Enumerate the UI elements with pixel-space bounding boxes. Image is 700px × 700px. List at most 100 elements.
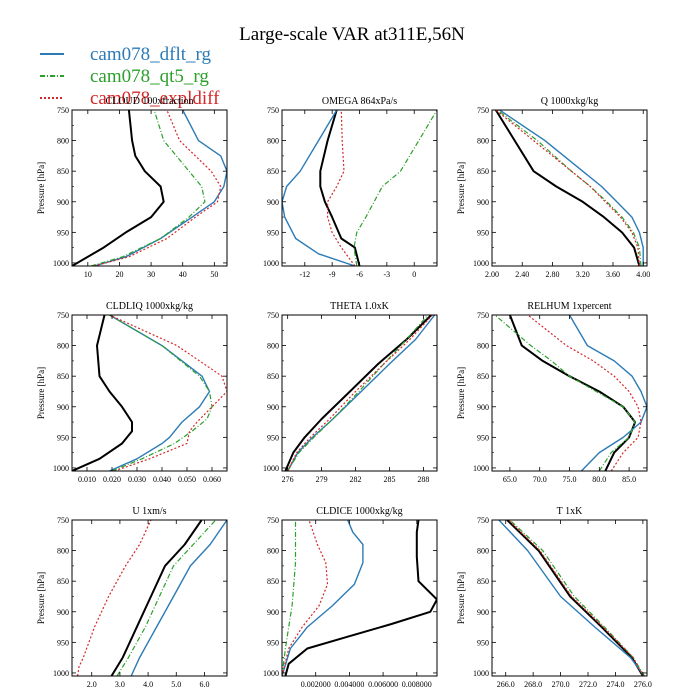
y-tick-label: 950 <box>477 228 489 237</box>
panel-7: CLDICE 1000xkg/kg 750 800 850 900 950 1000 0.00… <box>263 506 438 689</box>
x-tick-label: 3.20 <box>576 270 590 279</box>
series-group <box>494 110 644 266</box>
x-tick-label: 268.0 <box>524 680 542 689</box>
series-line-3 <box>77 520 152 676</box>
y-tick-label: 900 <box>267 403 279 412</box>
y-tick-label: 950 <box>267 228 279 237</box>
y-tick-label: 750 <box>57 516 69 525</box>
x-tick-label: 0.010 <box>78 475 96 484</box>
y-tick-label: 850 <box>57 372 69 381</box>
plot-frame <box>491 314 648 472</box>
series-line-1 <box>109 315 211 471</box>
y-tick-label: 900 <box>57 608 69 617</box>
x-tick-label: 0.030 <box>128 475 146 484</box>
panel-3: CLDLIQ 1000xkg/kg 750 800 850 900 950 1000 0.01… <box>36 301 228 484</box>
series-group <box>282 520 437 676</box>
x-tick-label: 75.0 <box>563 475 577 484</box>
y-tick-label: 950 <box>477 638 489 647</box>
y-axis-label: Pressure [hPa] <box>456 572 466 624</box>
series-line-0 <box>506 520 644 676</box>
series-line-1 <box>282 110 356 266</box>
x-tick-label: 285 <box>383 475 395 484</box>
x-tick-label: 30 <box>147 270 155 279</box>
x-tick-label: -3 <box>384 270 391 279</box>
y-tick-label: 750 <box>477 311 489 320</box>
series-line-3 <box>109 315 227 471</box>
panel-title: T 1xK <box>557 506 583 517</box>
x-tick-label: 270.0 <box>552 680 570 689</box>
series-group <box>498 520 645 676</box>
panel-title: CLDLIQ 1000xkg/kg <box>106 301 193 312</box>
y-tick-label: 950 <box>477 433 489 442</box>
series-line-3 <box>495 110 640 266</box>
legend-entry-1: cam078_qt5_rg <box>90 66 209 87</box>
y-tick-label: 1000 <box>263 259 279 268</box>
y-axis-label: Pressure [hPa] <box>36 162 46 214</box>
x-tick-label: 5.0 <box>171 680 181 689</box>
y-tick-label: 800 <box>267 137 279 146</box>
panel-5: RELHUM 1xpercent 750 800 850 900 950 1000 65.0 7… <box>456 301 648 484</box>
panel-title: CLOUD 100xfraction <box>105 96 193 107</box>
panel-8: T 1xK 750 800 850 900 950 1000 266.0 268.0 270.0 2… <box>456 506 652 689</box>
y-tick-label: 900 <box>57 198 69 207</box>
series-group <box>284 315 436 471</box>
y-tick-label: 800 <box>57 547 69 556</box>
y-axis-label: Pressure [hPa] <box>36 367 46 419</box>
series-line-1 <box>568 315 647 471</box>
plot-frame <box>491 519 648 677</box>
y-tick-label: 800 <box>477 342 489 351</box>
x-tick-label: 4.0 <box>143 680 153 689</box>
x-tick-label: 80.0 <box>592 475 606 484</box>
y-tick-label: 900 <box>477 608 489 617</box>
y-tick-label: 1000 <box>263 464 279 473</box>
x-tick-label: 3.0 <box>115 680 125 689</box>
y-tick-label: 950 <box>267 638 279 647</box>
panel-title: CLDICE 1000xkg/kg <box>316 506 402 517</box>
y-tick-label: 950 <box>57 638 69 647</box>
y-tick-label: 850 <box>57 167 69 176</box>
y-tick-label: 850 <box>477 167 489 176</box>
series-line-1 <box>499 110 644 266</box>
plot-frame <box>281 519 438 677</box>
y-axis-label: Pressure [hPa] <box>36 572 46 624</box>
y-axis-label: Pressure [hPa] <box>456 367 466 419</box>
y-tick-label: 1000 <box>53 464 69 473</box>
y-tick-label: 950 <box>57 228 69 237</box>
series-line-3 <box>527 315 642 471</box>
y-tick-label: 850 <box>267 167 279 176</box>
y-tick-label: 800 <box>477 547 489 556</box>
x-tick-label: -12 <box>299 270 310 279</box>
x-tick-label: 2.40 <box>515 270 529 279</box>
plot-frame <box>281 314 438 472</box>
y-tick-label: 850 <box>267 577 279 586</box>
panel-title: Q 1000xkg/kg <box>541 96 599 107</box>
series-line-0 <box>110 520 203 676</box>
x-tick-label: 65.0 <box>503 475 517 484</box>
series-group <box>494 315 647 471</box>
x-tick-label: 2.80 <box>545 270 559 279</box>
x-tick-label: 274.0 <box>606 680 624 689</box>
series-group <box>282 110 437 266</box>
y-tick-label: 1000 <box>473 669 489 678</box>
y-tick-label: 750 <box>267 311 279 320</box>
series-line-0 <box>72 110 165 266</box>
y-tick-label: 750 <box>267 516 279 525</box>
plot-frame <box>71 109 228 267</box>
x-tick-label: 2.0 <box>87 680 97 689</box>
x-tick-label: 0.050 <box>178 475 196 484</box>
x-tick-label: -9 <box>329 270 336 279</box>
x-tick-label: 0.060 <box>203 475 221 484</box>
x-tick-label: 4.00 <box>636 270 650 279</box>
y-tick-label: 950 <box>57 433 69 442</box>
y-tick-label: 800 <box>57 342 69 351</box>
y-tick-label: 850 <box>57 577 69 586</box>
series-line-1 <box>282 520 364 676</box>
y-tick-label: 950 <box>267 433 279 442</box>
series-group <box>72 315 227 471</box>
plot-frame <box>281 109 438 267</box>
series-line-1 <box>130 520 227 676</box>
x-tick-label: 40 <box>179 270 187 279</box>
y-tick-label: 750 <box>57 106 69 115</box>
panel-title: U 1xm/s <box>132 506 166 517</box>
